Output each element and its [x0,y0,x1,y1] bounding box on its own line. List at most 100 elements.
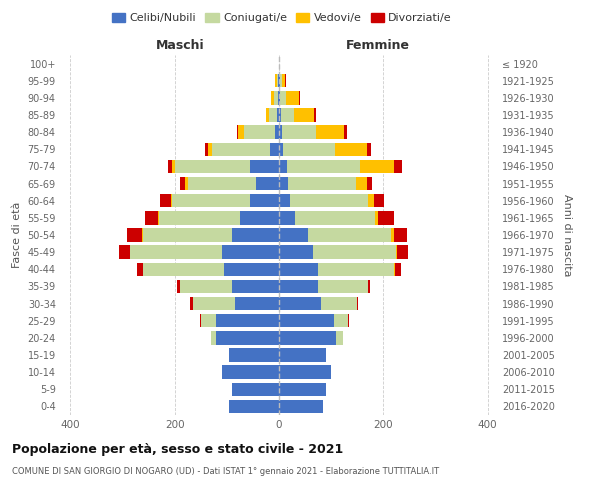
Bar [344,126,347,139]
Bar [235,297,279,310]
Bar [237,126,238,139]
Bar [275,74,277,88]
Bar [142,228,143,241]
Bar [275,126,279,139]
Bar [188,177,256,190]
Bar [278,91,279,104]
Bar [283,142,335,156]
Bar [281,108,293,122]
Bar [232,382,279,396]
Bar [279,280,318,293]
Bar [244,126,275,139]
Bar [185,177,188,190]
Bar [180,280,232,293]
Bar [229,348,279,362]
Bar [279,366,331,379]
Bar [285,74,286,88]
Bar [279,177,289,190]
Bar [280,74,282,88]
Bar [368,280,370,293]
Bar [200,314,201,328]
Bar [295,211,376,224]
Bar [279,297,321,310]
Bar [391,228,394,241]
Bar [168,160,172,173]
Bar [279,400,323,413]
Bar [119,246,130,259]
Bar [394,160,401,173]
Text: COMUNE DI SAN GIORGIO DI NOGARO (UD) - Dati ISTAT 1° gennaio 2021 - Elaborazione: COMUNE DI SAN GIORGIO DI NOGARO (UD) - D… [12,468,439,476]
Bar [279,262,318,276]
Bar [217,314,279,328]
Bar [286,91,299,104]
Bar [321,297,357,310]
Bar [280,91,286,104]
Bar [160,194,170,207]
Bar [374,194,385,207]
Bar [208,142,212,156]
Bar [266,108,269,122]
Bar [170,194,172,207]
Bar [250,194,279,207]
Bar [178,280,180,293]
Bar [279,91,280,104]
Bar [279,314,334,328]
Bar [158,211,159,224]
Bar [271,91,274,104]
Bar [127,228,142,241]
Bar [229,400,279,413]
Bar [143,228,232,241]
Bar [180,177,185,190]
Bar [137,262,143,276]
Bar [240,211,279,224]
Bar [224,262,279,276]
Bar [159,211,240,224]
Bar [211,331,217,344]
Bar [130,246,221,259]
Bar [238,126,244,139]
Y-axis label: Anni di nascita: Anni di nascita [562,194,572,276]
Bar [193,297,235,310]
Bar [334,314,349,328]
Bar [313,246,397,259]
Bar [201,314,217,328]
Bar [277,74,278,88]
Bar [205,142,208,156]
Bar [378,211,394,224]
Bar [318,262,394,276]
Bar [175,160,250,173]
Bar [290,194,368,207]
Bar [367,142,371,156]
Bar [221,366,279,379]
Bar [318,280,368,293]
Bar [395,262,401,276]
Bar [232,280,279,293]
Bar [172,194,250,207]
Bar [367,177,372,190]
Y-axis label: Fasce di età: Fasce di età [12,202,22,268]
Bar [269,142,279,156]
Bar [281,126,316,139]
Bar [279,142,283,156]
Bar [337,331,343,344]
Bar [269,108,277,122]
Bar [299,91,301,104]
Bar [250,160,279,173]
Text: Popolazione per età, sesso e stato civile - 2021: Popolazione per età, sesso e stato civil… [12,442,343,456]
Bar [145,211,158,224]
Bar [221,246,279,259]
Bar [360,160,394,173]
Bar [217,331,279,344]
Bar [279,126,281,139]
Bar [279,211,295,224]
Bar [279,228,308,241]
Bar [293,108,314,122]
Bar [279,246,313,259]
Bar [335,142,367,156]
Bar [376,211,378,224]
Bar [172,160,175,173]
Bar [212,142,269,156]
Bar [316,126,344,139]
Text: Femmine: Femmine [346,38,410,52]
Bar [282,74,285,88]
